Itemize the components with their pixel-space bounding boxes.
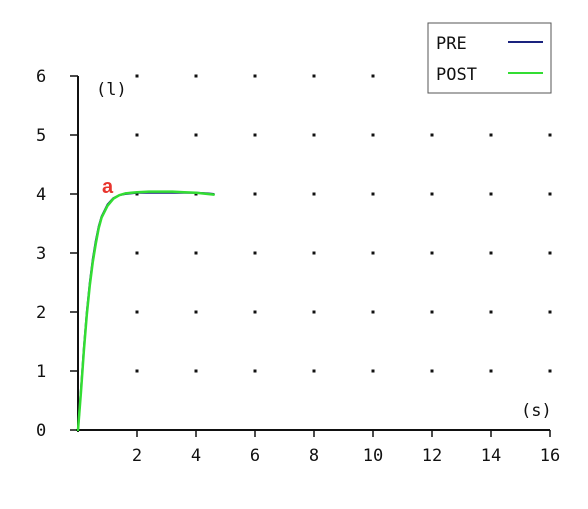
grid-dot <box>312 133 316 137</box>
grid-dot <box>312 192 316 196</box>
x-tick-label: 4 <box>191 446 201 466</box>
grid-dot <box>430 369 434 373</box>
grid-dot <box>312 251 316 255</box>
grid-dot <box>135 133 139 137</box>
x-tick-label: 6 <box>250 446 260 466</box>
y-tick-label: 0 <box>36 421 46 441</box>
panel-letter-label: a <box>102 176 114 198</box>
grid-dot <box>371 369 375 373</box>
grid-dot <box>371 74 375 78</box>
x-tick-label: 12 <box>422 446 442 466</box>
grid-dot <box>135 369 139 373</box>
grid-dot <box>430 133 434 137</box>
grid-dot <box>548 133 552 137</box>
y-tick-label: 5 <box>36 126 46 146</box>
grid-dot <box>253 310 257 314</box>
grid-dot <box>194 310 198 314</box>
y-tick-label: 3 <box>36 244 46 264</box>
grid-dot <box>371 133 375 137</box>
grid-dot <box>312 369 316 373</box>
grid-dot <box>548 192 552 196</box>
grid-dot <box>312 310 316 314</box>
grid-dot <box>371 251 375 255</box>
legend-label-post: POST <box>436 65 477 85</box>
legend: PRE POST <box>427 22 552 94</box>
grid-dot <box>548 369 552 373</box>
x-tick-label: 10 <box>363 446 383 466</box>
grid-dot <box>548 251 552 255</box>
grid-dot <box>312 74 316 78</box>
grid-dot <box>253 251 257 255</box>
axes <box>70 75 551 437</box>
x-tick-label: 8 <box>309 446 319 466</box>
grid-dot <box>194 74 198 78</box>
grid-dot <box>135 310 139 314</box>
x-axis-unit-label: (s) <box>521 401 552 421</box>
grid-dot <box>194 251 198 255</box>
grid-dot <box>489 251 493 255</box>
grid-dot <box>253 192 257 196</box>
grid-dot <box>135 192 139 196</box>
plot-series <box>76 190 215 432</box>
grid-dot <box>371 192 375 196</box>
grid-dot <box>548 310 552 314</box>
x-tick-label: 2 <box>132 446 142 466</box>
grid-dot <box>194 133 198 137</box>
grid-dot <box>489 192 493 196</box>
grid-dot <box>430 251 434 255</box>
y-tick-label: 2 <box>36 303 46 323</box>
y-tick-label: 6 <box>36 67 46 87</box>
grid-dot <box>253 133 257 137</box>
grid-dot <box>194 369 198 373</box>
series-line-post <box>76 190 215 432</box>
legend-box <box>427 22 552 94</box>
grid-dot <box>253 369 257 373</box>
grid-dot <box>489 369 493 373</box>
x-tick-label: 14 <box>481 446 501 466</box>
legend-label-pre: PRE <box>436 34 467 54</box>
grid-dot <box>430 192 434 196</box>
grid-dot <box>489 310 493 314</box>
grid-dot <box>430 310 434 314</box>
x-tick-label: 16 <box>540 446 560 466</box>
grid-dot <box>371 310 375 314</box>
grid-dot <box>135 251 139 255</box>
y-axis-unit-label: (l) <box>96 80 127 100</box>
y-tick-label: 1 <box>36 362 46 382</box>
y-tick-label: 4 <box>36 185 46 205</box>
grid-dots <box>135 74 552 373</box>
grid-dot <box>135 74 139 78</box>
grid-dot <box>489 133 493 137</box>
grid-dot <box>253 74 257 78</box>
